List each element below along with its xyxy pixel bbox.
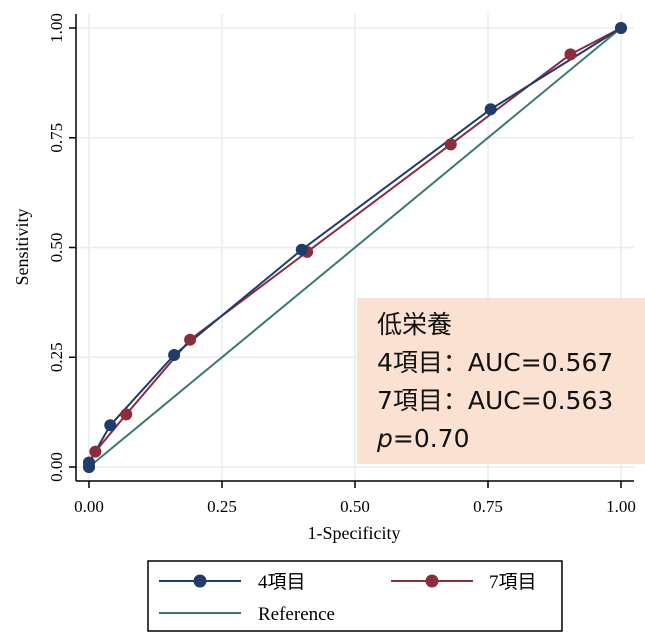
legend-frame — [147, 560, 563, 632]
series-layer — [83, 22, 627, 473]
series-point-1 — [120, 408, 133, 421]
legend-label-4items: 4項目 — [258, 572, 306, 593]
annotation-line-2: 4項目：AUC=0.567 — [377, 348, 613, 377]
series-point-0 — [484, 103, 497, 116]
series-point-0 — [104, 419, 117, 432]
series-point-1 — [89, 445, 102, 458]
y-tick-label: 0.50 — [47, 233, 66, 263]
axes — [69, 14, 634, 488]
y-tick-label: 0.75 — [47, 123, 66, 153]
series-point-0 — [295, 243, 308, 256]
y-axis-title: Sensitivity — [12, 208, 32, 285]
series-point-1 — [564, 48, 577, 61]
x-tick-label: 0.50 — [340, 497, 370, 516]
x-tick-label: 0.00 — [74, 497, 104, 516]
annotation-line-3: 7項目：AUC=0.563 — [377, 386, 613, 415]
annotation-background — [357, 298, 645, 464]
annotation-box: 低栄養 4項目：AUC=0.567 7項目：AUC=0.563 p=0.70 — [357, 298, 645, 464]
legend: 4項目 7項目 Reference — [147, 560, 563, 632]
x-axis-title: 1-Specificity — [308, 523, 401, 543]
series-point-0 — [615, 22, 627, 34]
x-tick-label: 1.00 — [606, 497, 636, 516]
series-point-0 — [83, 456, 95, 469]
p-value: =0.70 — [393, 424, 470, 453]
x-tick-label: 0.75 — [473, 497, 503, 516]
legend-marker-7items — [425, 574, 439, 588]
y-tick-label: 0.00 — [47, 452, 66, 482]
y-tick-label: 0.25 — [47, 342, 66, 372]
annotation-line-1: 低栄養 — [377, 310, 452, 339]
series-point-1 — [184, 333, 197, 346]
x-tick-label: 0.25 — [207, 497, 237, 516]
y-tick-label: 1.00 — [47, 13, 66, 43]
legend-label-7items: 7項目 — [489, 572, 537, 593]
legend-label-reference: Reference — [258, 604, 335, 625]
series-line-2 — [88, 27, 622, 468]
tick-labels: 0.00 0.25 0.50 0.75 1.00 0.00 0.25 0.50 0.75 1.00 — [47, 13, 636, 516]
series-point-0 — [168, 349, 181, 362]
p-label: p — [376, 424, 393, 453]
legend-marker-4items — [193, 574, 207, 588]
series-point-1 — [444, 138, 457, 151]
annotation-line-4: p=0.70 — [376, 424, 470, 453]
